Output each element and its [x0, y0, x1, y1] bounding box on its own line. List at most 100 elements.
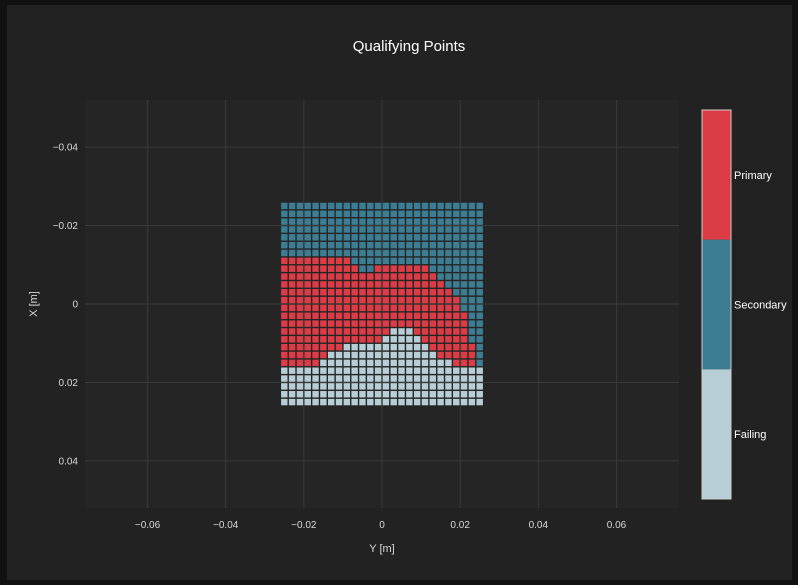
cell-secondary — [367, 249, 374, 257]
cell-secondary — [421, 249, 429, 257]
cell-secondary — [382, 241, 390, 249]
cell-primary — [288, 343, 296, 351]
cell-primary — [374, 320, 382, 327]
x-tick-label: −0.06 — [135, 520, 161, 531]
cell-secondary — [320, 249, 327, 257]
cell-secondary — [468, 312, 476, 319]
cell-primary — [460, 328, 468, 335]
cell-failing — [445, 375, 452, 382]
cell-secondary — [320, 218, 327, 225]
cell-secondary — [406, 218, 413, 225]
cell-secondary — [429, 265, 437, 272]
cell-secondary — [296, 241, 304, 249]
cell-failing — [359, 351, 366, 359]
cell-failing — [304, 383, 311, 390]
cell-failing — [413, 383, 421, 390]
cell-primary — [296, 289, 304, 296]
cell-primary — [327, 289, 335, 296]
colorbar-segment-primary — [702, 110, 731, 240]
cell-secondary — [351, 218, 358, 225]
cell-primary — [327, 336, 335, 343]
cell-primary — [296, 320, 304, 327]
cell-failing — [359, 359, 366, 367]
cell-secondary — [327, 226, 335, 233]
cell-primary — [327, 281, 335, 288]
cell-secondary — [382, 210, 390, 217]
cell-primary — [382, 328, 390, 335]
cell-primary — [312, 351, 319, 359]
cell-primary — [382, 312, 390, 319]
cell-secondary — [382, 257, 390, 265]
cell-secondary — [437, 257, 444, 265]
cell-primary — [351, 320, 358, 327]
cell-secondary — [390, 241, 397, 249]
cell-failing — [406, 336, 413, 343]
cell-primary — [429, 312, 437, 319]
cell-primary — [445, 296, 452, 304]
cell-primary — [343, 336, 351, 343]
cell-failing — [421, 367, 429, 374]
cell-secondary — [281, 226, 288, 233]
cell-failing — [406, 359, 413, 367]
x-tick-label: −0.04 — [213, 520, 239, 531]
cell-secondary — [343, 234, 351, 241]
cell-secondary — [429, 226, 437, 233]
cell-primary — [320, 289, 327, 296]
cell-secondary — [476, 351, 483, 359]
cell-primary — [382, 304, 390, 312]
cell-primary — [296, 257, 304, 265]
cell-secondary — [445, 226, 452, 233]
cell-primary — [367, 281, 374, 288]
cell-primary — [437, 351, 444, 359]
cell-primary — [281, 312, 288, 319]
cell-primary — [460, 359, 468, 367]
cell-secondary — [367, 226, 374, 233]
cell-primary — [281, 336, 288, 343]
cell-primary — [296, 304, 304, 312]
cell-secondary — [281, 218, 288, 225]
cell-failing — [468, 383, 476, 390]
cell-failing — [406, 343, 413, 351]
cell-primary — [296, 343, 304, 351]
cell-failing — [281, 391, 288, 398]
cell-primary — [406, 320, 413, 327]
cell-failing — [398, 398, 405, 406]
cell-secondary — [437, 202, 444, 210]
cell-secondary — [406, 202, 413, 210]
cell-primary — [304, 359, 311, 367]
cell-primary — [429, 296, 437, 304]
cell-secondary — [476, 312, 483, 319]
cell-primary — [367, 328, 374, 335]
cell-secondary — [367, 257, 374, 265]
cell-primary — [367, 289, 374, 296]
cell-secondary — [476, 359, 483, 367]
cell-secondary — [476, 234, 483, 241]
cell-primary — [359, 281, 366, 288]
cell-primary — [304, 328, 311, 335]
cell-secondary — [445, 234, 452, 241]
cell-secondary — [468, 320, 476, 327]
x-tick-label: −0.02 — [291, 520, 317, 531]
cell-secondary — [343, 210, 351, 217]
cell-primary — [445, 320, 452, 327]
cell-secondary — [453, 218, 460, 225]
cell-primary — [335, 281, 343, 288]
cell-secondary — [312, 202, 319, 210]
cell-secondary — [390, 249, 397, 257]
chart-figure: Qualifying Points −0.06 −0.04 −0.02 0 0.02 0.… — [7, 5, 792, 580]
cell-failing — [398, 383, 405, 390]
cell-secondary — [460, 289, 468, 296]
cell-primary — [312, 273, 319, 280]
cell-failing — [335, 375, 343, 382]
cell-primary — [335, 312, 343, 319]
cell-secondary — [445, 249, 452, 257]
cell-secondary — [343, 249, 351, 257]
cell-failing — [320, 367, 327, 374]
cell-secondary — [374, 210, 382, 217]
cell-secondary — [413, 210, 421, 217]
cell-secondary — [453, 257, 460, 265]
cell-failing — [406, 375, 413, 382]
cell-failing — [406, 351, 413, 359]
cell-primary — [453, 336, 460, 343]
x-tick-label: 0.06 — [607, 520, 627, 531]
